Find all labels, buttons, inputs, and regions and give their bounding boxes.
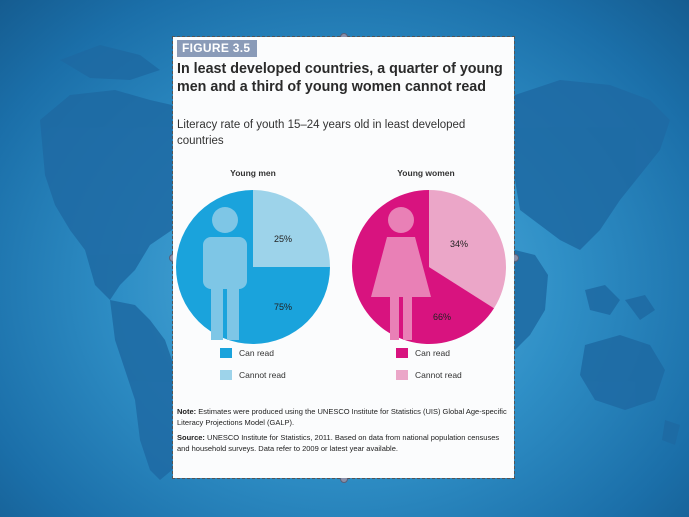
- figure-subtitle: Literacy rate of youth 15–24 years old i…: [177, 119, 466, 147]
- slice-value-label: 34%: [450, 239, 468, 249]
- slice-value-label: 25%: [274, 234, 292, 244]
- legend-swatch: [220, 348, 232, 358]
- female-figure-icon: [371, 207, 431, 340]
- source-body: UNESCO Institute for Statistics, 2011. B…: [177, 433, 500, 453]
- pie-slice-can-read: [351, 190, 495, 345]
- legend-label: Cannot read: [239, 370, 286, 380]
- source-text: Source: UNESCO Institute for Statistics,…: [177, 433, 512, 454]
- pie-women: 34% 66%: [351, 190, 506, 345]
- pie-men: 25% 75%: [176, 190, 330, 344]
- figure-title: In least developed countries, a quarter …: [177, 61, 503, 95]
- source-label: Source:: [177, 433, 205, 442]
- slice-value-label: 75%: [274, 302, 292, 312]
- legend-swatch: [396, 370, 408, 380]
- pie-slice-cannot-read: [253, 190, 330, 267]
- legend-label: Can read: [239, 348, 274, 358]
- legend-swatch: [396, 348, 408, 358]
- figure-card: FIGURE 3.5 In least developed countries,…: [173, 37, 514, 478]
- chart-title-women: Young women: [397, 168, 455, 178]
- note-text: Note: Estimates were produced using the …: [177, 407, 512, 428]
- legend-swatch: [220, 370, 232, 380]
- slice-value-label: 66%: [433, 312, 451, 322]
- pie-slice-cannot-read: [429, 190, 506, 309]
- legend-label: Cannot read: [415, 370, 462, 380]
- note-body: Estimates were produced using the UNESCO…: [177, 407, 507, 427]
- chart-title-men: Young men: [230, 168, 276, 178]
- male-figure-icon: [203, 207, 247, 340]
- figure-tag: FIGURE 3.5: [177, 40, 257, 57]
- note-label: Note:: [177, 407, 197, 416]
- pie-charts: 25% 75% 34% 66%: [176, 190, 506, 345]
- legend-label: Can read: [415, 348, 450, 358]
